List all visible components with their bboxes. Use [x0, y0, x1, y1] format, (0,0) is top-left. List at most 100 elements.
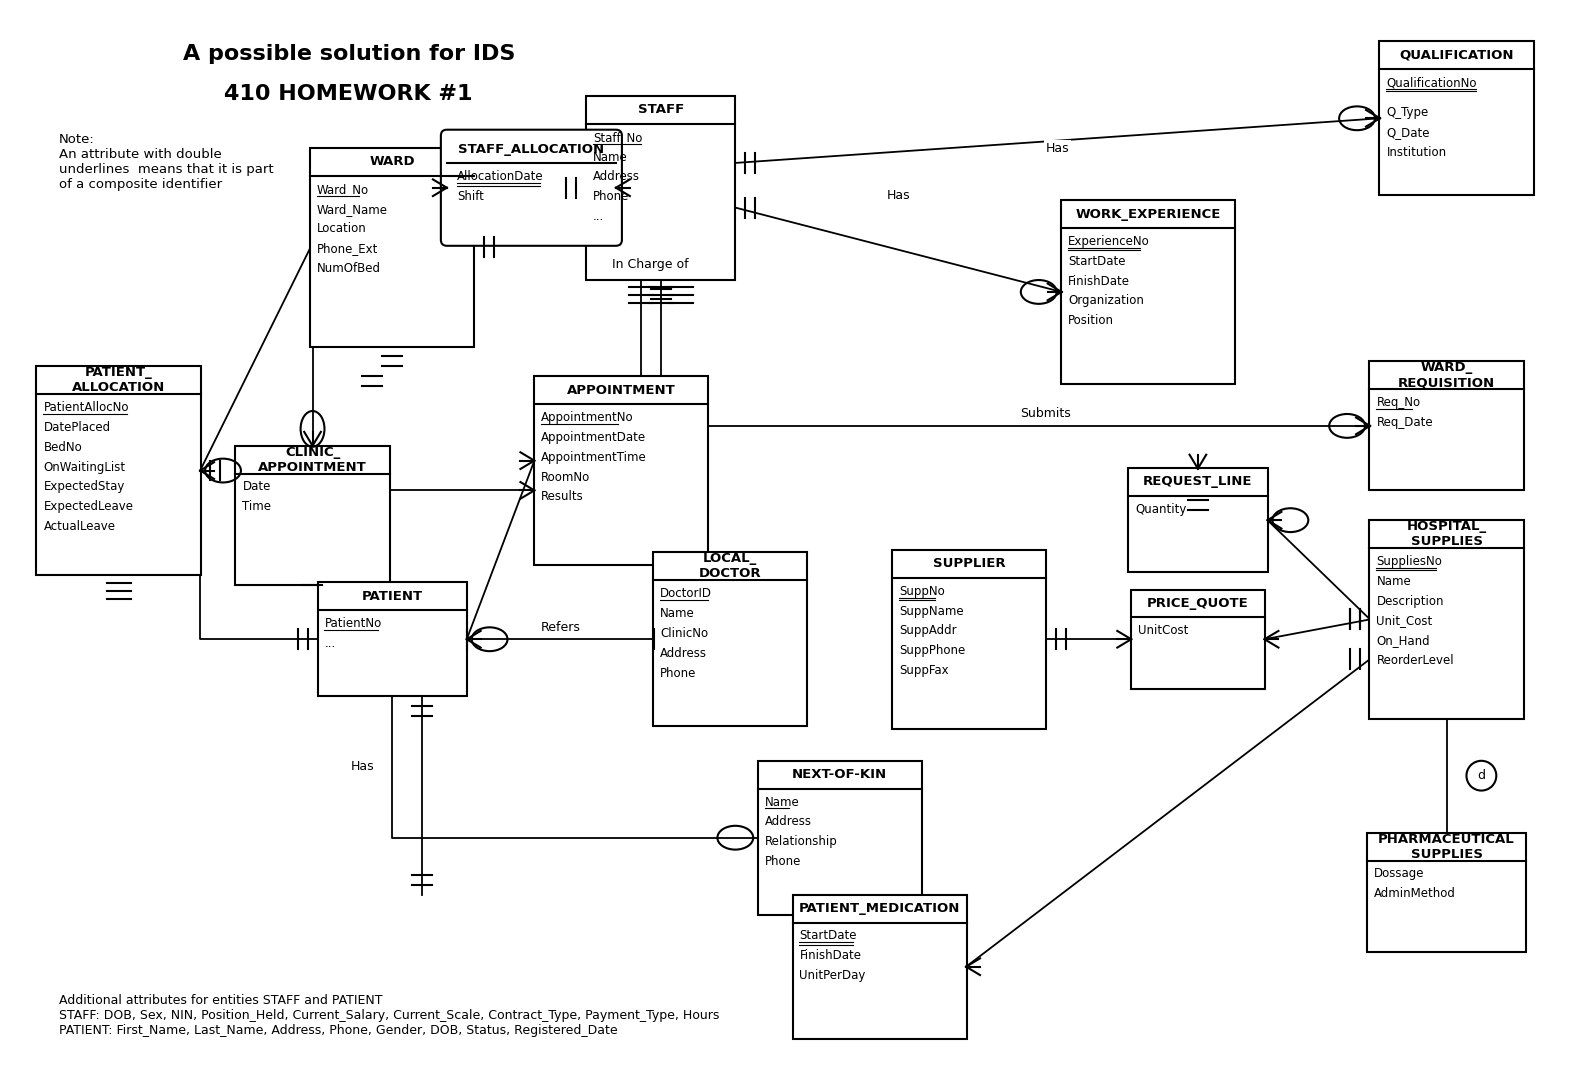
Text: SuppPhone: SuppPhone [898, 644, 965, 657]
FancyBboxPatch shape [892, 550, 1046, 729]
Text: Note:
An attribute with double
underlines  means that it is part
of a composite : Note: An attribute with double underline… [59, 133, 273, 192]
Text: ActualLeave: ActualLeave [43, 520, 116, 533]
Text: Relationship: Relationship [765, 835, 838, 848]
FancyBboxPatch shape [1369, 520, 1523, 719]
FancyBboxPatch shape [37, 366, 200, 575]
FancyBboxPatch shape [310, 148, 474, 347]
Text: Quantity: Quantity [1135, 503, 1186, 516]
Text: Dossage: Dossage [1374, 867, 1425, 880]
Text: SuppNo: SuppNo [898, 585, 944, 598]
FancyBboxPatch shape [1369, 362, 1523, 491]
Text: Additional attributes for entities STAFF and PATIENT
STAFF: DOB, Sex, NIN, Posit: Additional attributes for entities STAFF… [59, 994, 719, 1038]
Text: Name: Name [660, 606, 695, 619]
Text: DatePlaced: DatePlaced [43, 421, 111, 434]
FancyBboxPatch shape [587, 96, 735, 279]
Text: PatientAllocNo: PatientAllocNo [43, 401, 129, 414]
Text: ...: ... [324, 637, 335, 650]
Text: Has: Has [1046, 142, 1070, 155]
Text: Name: Name [1377, 575, 1412, 588]
Text: REQUEST_LINE: REQUEST_LINE [1143, 475, 1253, 488]
Text: PATIENT_MEDICATION: PATIENT_MEDICATION [798, 902, 960, 915]
FancyBboxPatch shape [440, 130, 622, 246]
Text: FinishDate: FinishDate [1068, 275, 1130, 288]
Text: WARD_
REQUISITION: WARD_ REQUISITION [1398, 362, 1495, 389]
Text: Submits: Submits [1019, 407, 1070, 420]
Text: AppointmentNo: AppointmentNo [541, 412, 633, 425]
Text: AllocationDate: AllocationDate [456, 170, 544, 183]
Text: PATIENT: PATIENT [361, 589, 423, 602]
Text: QualificationNo: QualificationNo [1386, 76, 1477, 89]
Text: Shift: Shift [456, 191, 483, 204]
Text: Date: Date [242, 481, 270, 494]
Text: Staff_No: Staff_No [593, 131, 642, 144]
FancyBboxPatch shape [318, 583, 467, 696]
Text: PHARMACEUTICAL
SUPPLIES: PHARMACEUTICAL SUPPLIES [1379, 833, 1515, 861]
Text: UnitPerDay: UnitPerDay [800, 969, 867, 982]
Text: Has: Has [350, 760, 374, 773]
Text: StartDate: StartDate [800, 929, 857, 942]
FancyBboxPatch shape [235, 446, 390, 585]
Text: ExperienceNo: ExperienceNo [1068, 235, 1150, 248]
Text: SuppName: SuppName [898, 604, 964, 617]
Text: Address: Address [765, 815, 811, 828]
Text: APPOINTMENT: APPOINTMENT [566, 383, 676, 396]
Text: QUALIFICATION: QUALIFICATION [1399, 49, 1514, 62]
Text: AppointmentTime: AppointmentTime [541, 451, 647, 464]
FancyBboxPatch shape [1061, 200, 1235, 383]
Text: UnitCost: UnitCost [1138, 625, 1188, 638]
Text: Description: Description [1377, 595, 1444, 608]
Text: CLINIC_
APPOINTMENT: CLINIC_ APPOINTMENT [258, 445, 367, 473]
Text: ...: ... [593, 210, 604, 223]
Text: FinishDate: FinishDate [800, 950, 862, 963]
Text: Results: Results [541, 491, 584, 504]
FancyBboxPatch shape [534, 376, 708, 565]
Text: WORK_EXPERIENCE: WORK_EXPERIENCE [1075, 208, 1221, 221]
FancyBboxPatch shape [1367, 833, 1526, 952]
Text: ExpectedStay: ExpectedStay [43, 481, 126, 494]
Text: ExpectedLeave: ExpectedLeave [43, 500, 134, 513]
Text: In Charge of: In Charge of [612, 258, 688, 271]
Text: Location: Location [316, 222, 367, 235]
Text: Has: Has [887, 190, 909, 203]
Text: Organization: Organization [1068, 295, 1143, 308]
Text: NumOfBed: NumOfBed [316, 262, 382, 275]
Text: Q_Type: Q_Type [1386, 106, 1429, 119]
Text: AdminMethod: AdminMethod [1374, 887, 1456, 900]
FancyBboxPatch shape [758, 760, 922, 915]
Text: SuppFax: SuppFax [898, 664, 949, 677]
Text: Req_No: Req_No [1377, 396, 1420, 409]
Text: Position: Position [1068, 314, 1115, 327]
Text: SUPPLIER: SUPPLIER [933, 558, 1005, 571]
Text: Ward_No: Ward_No [316, 183, 369, 196]
Text: HOSPITAL_
SUPPLIES: HOSPITAL_ SUPPLIES [1407, 520, 1487, 548]
Text: STAFF: STAFF [638, 103, 684, 116]
Text: ClinicNo: ClinicNo [660, 627, 708, 640]
Text: STAFF_ALLOCATION: STAFF_ALLOCATION [458, 143, 604, 156]
Text: Req_Date: Req_Date [1377, 416, 1433, 429]
Text: Institution: Institution [1386, 145, 1447, 158]
Text: Name: Name [765, 796, 800, 809]
FancyBboxPatch shape [653, 552, 808, 726]
Text: StartDate: StartDate [1068, 255, 1126, 268]
Text: WARD: WARD [369, 156, 415, 169]
Text: Address: Address [593, 170, 641, 183]
FancyBboxPatch shape [1380, 41, 1534, 195]
Text: OnWaitingList: OnWaitingList [43, 460, 126, 473]
Text: SuppliesNo: SuppliesNo [1377, 554, 1442, 567]
Text: d: d [1477, 769, 1485, 782]
Text: Phone: Phone [593, 191, 630, 204]
Text: PRICE_QUOTE: PRICE_QUOTE [1146, 597, 1248, 610]
Text: Unit_Cost: Unit_Cost [1377, 614, 1433, 627]
FancyBboxPatch shape [792, 895, 967, 1039]
Text: DoctorID: DoctorID [660, 587, 712, 600]
Text: PATIENT_
ALLOCATION: PATIENT_ ALLOCATION [72, 366, 165, 394]
Text: Phone: Phone [765, 856, 801, 869]
Text: Phone: Phone [660, 666, 696, 679]
Text: Phone_Ext: Phone_Ext [316, 243, 378, 256]
FancyBboxPatch shape [1129, 468, 1267, 572]
Text: Time: Time [242, 500, 272, 513]
Text: RoomNo: RoomNo [541, 470, 590, 483]
Text: BedNo: BedNo [43, 441, 83, 454]
Text: PatientNo: PatientNo [324, 617, 382, 630]
Text: SuppAddr: SuppAddr [898, 625, 957, 638]
